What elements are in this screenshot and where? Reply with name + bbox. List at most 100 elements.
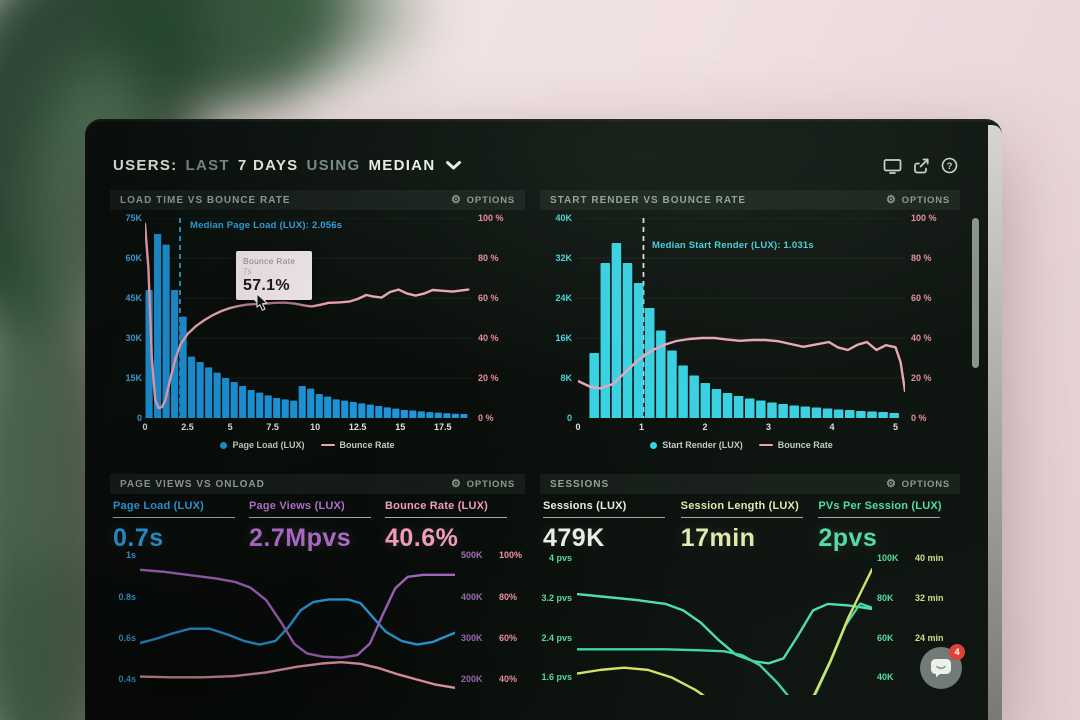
histogram-bar xyxy=(778,404,788,418)
legend-dot-icon xyxy=(220,441,228,449)
metrics-row: Sessions (LUX) 479K Session Length (LUX) 17… xyxy=(543,500,956,553)
histogram-bar xyxy=(800,406,811,418)
histogram-bar xyxy=(273,398,281,418)
axis-label: 20 % xyxy=(478,373,499,383)
help-icon[interactable]: ? xyxy=(941,157,958,174)
y-axis-left: 40K 32K 24K 16K 8K 0 xyxy=(542,213,572,423)
histogram-bar xyxy=(700,383,711,418)
metric: Page Views (LUX) 2.7Mpvs xyxy=(249,500,385,553)
histogram-bar xyxy=(222,378,230,418)
axis-label: 100% xyxy=(499,550,523,561)
histogram-bar xyxy=(179,316,187,418)
metric-underline xyxy=(543,517,665,518)
axis-label: 30K xyxy=(125,333,142,343)
metric: Session Length (LUX) 17min xyxy=(680,500,819,553)
start-render-chart[interactable] xyxy=(578,218,905,418)
histogram-bar xyxy=(332,399,340,418)
series-line xyxy=(577,602,872,695)
chart-legend: Start Render (LUX) Bounce Rate xyxy=(578,440,905,450)
x-axis: 0 2.5 5 7.5 10 12.5 15 17.5 xyxy=(142,422,470,434)
axis-label: 40 min xyxy=(915,553,944,564)
metric-underline xyxy=(249,517,371,518)
legend-label: Bounce Rate xyxy=(777,440,833,450)
share-icon[interactable] xyxy=(913,158,930,174)
axis-label: 100 % xyxy=(911,213,937,223)
histogram-bar xyxy=(230,382,238,418)
chat-button[interactable]: 4 xyxy=(920,644,965,689)
histogram-bar xyxy=(307,388,315,418)
x-axis-label: 4 xyxy=(829,422,835,432)
histogram-bar xyxy=(349,402,357,418)
axis-label: 32 min xyxy=(915,592,944,603)
sessions-chart[interactable] xyxy=(577,548,872,695)
legend-line-icon xyxy=(758,443,773,447)
histogram-bar xyxy=(366,404,374,418)
title-segment: USING xyxy=(306,156,361,174)
axis-label: 60% xyxy=(499,632,518,643)
histogram-bar xyxy=(383,407,391,418)
histogram-bar xyxy=(622,263,633,418)
axis-label: 300K xyxy=(461,632,483,643)
axis-label: 0.6s xyxy=(118,632,136,643)
series-line xyxy=(577,592,872,665)
page-views-chart[interactable] xyxy=(140,548,455,695)
x-axis-label: 15 xyxy=(395,422,406,432)
panel-title: PAGE VIEWS VS ONLOAD xyxy=(120,478,265,490)
histogram-bar xyxy=(833,409,844,418)
axis-label: 2.4 pvs xyxy=(541,632,572,643)
histogram-bar xyxy=(611,243,622,418)
panel-header: LOAD TIME VS BOUNCE RATE ⚙ OPTIONS xyxy=(110,190,525,210)
legend-item: Bounce Rate xyxy=(320,440,395,450)
legend-item: Start Render (LUX) xyxy=(650,440,743,450)
histogram-bar xyxy=(656,330,666,418)
histogram-bar xyxy=(600,263,611,418)
histogram-bar xyxy=(409,410,417,418)
histogram-bar xyxy=(264,395,272,418)
panel-header: START RENDER VS BOUNCE RATE ⚙ OPTIONS xyxy=(540,190,960,210)
axis-label: 60K xyxy=(877,632,894,643)
histogram-bar xyxy=(239,386,247,418)
histogram-bar xyxy=(392,408,400,418)
axis-label: 60 % xyxy=(911,293,932,303)
axis-label: 200K xyxy=(461,673,483,684)
options-button[interactable]: ⚙ OPTIONS xyxy=(451,478,515,490)
display-icon[interactable] xyxy=(883,158,902,174)
chart-legend: Page Load (LUX) Bounce Rate xyxy=(145,440,470,450)
options-button[interactable]: ⚙ OPTIONS xyxy=(886,194,950,206)
histogram-bar xyxy=(722,393,733,418)
y-axis-right: 100K 80K 60K 40K 40 min 32 min 24 min xyxy=(877,548,957,695)
axis-label: 60K xyxy=(125,253,142,263)
axis-label: 24K xyxy=(555,293,572,303)
panel-title: LOAD TIME VS BOUNCE RATE xyxy=(120,194,291,206)
panel-title: START RENDER VS BOUNCE RATE xyxy=(550,194,747,206)
scrollbar[interactable] xyxy=(972,218,979,368)
axis-label: 40 % xyxy=(911,333,932,343)
options-button[interactable]: ⚙ OPTIONS xyxy=(451,194,515,206)
histogram-bar xyxy=(678,365,688,418)
axis-label: 75K xyxy=(125,213,142,223)
load-time-chart[interactable] xyxy=(145,218,470,418)
axis-label: 100 % xyxy=(478,213,504,223)
x-axis-label: 3 xyxy=(765,422,771,432)
users-filter-dropdown[interactable]: USERS: LAST 7 DAYS USING MEDIAN xyxy=(113,155,462,175)
axis-label: 0.4s xyxy=(118,673,136,684)
legend-item: Bounce Rate xyxy=(758,440,833,450)
x-axis-label: 17.5 xyxy=(434,422,452,432)
histogram-bar xyxy=(341,400,349,418)
axis-label: 0 % xyxy=(478,413,494,423)
x-axis-label: 7.5 xyxy=(266,422,279,432)
tooltip: Bounce Rate 7s 57.1% xyxy=(236,251,312,306)
options-button[interactable]: ⚙ OPTIONS xyxy=(886,478,950,490)
metric: Sessions (LUX) 479K xyxy=(543,500,681,553)
panel-start-render-vs-bounce-rate: START RENDER VS BOUNCE RATE ⚙ OPTIONS 40… xyxy=(540,190,960,462)
options-label: OPTIONS xyxy=(901,194,950,206)
axis-label: 40K xyxy=(877,672,894,683)
x-axis-label: 12.5 xyxy=(348,422,367,432)
axis-label: 1s xyxy=(125,550,136,561)
y-axis-left: 75K 60K 45K 30K 15K 0 xyxy=(112,213,142,423)
y-axis-right: 500K 400K 300K 200K 100% 80% 60% 40% xyxy=(461,548,523,695)
x-axis-label: 2 xyxy=(702,422,708,432)
metric-underline xyxy=(818,517,941,518)
histogram-bar xyxy=(856,411,866,418)
